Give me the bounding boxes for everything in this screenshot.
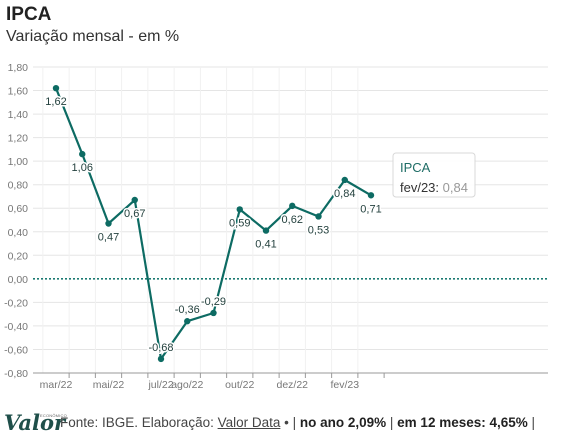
x-tick-label: fev/23 <box>330 379 359 391</box>
y-tick-label: 0,60 <box>8 203 29 215</box>
data-point <box>210 309 217 317</box>
y-tick-label: 0,40 <box>8 227 29 239</box>
data-point <box>262 227 270 234</box>
separator: | <box>386 415 398 430</box>
y-tick-label: 1,60 <box>8 86 29 98</box>
tooltip-label: fev/23: <box>400 180 443 195</box>
data-label: 0,71 <box>360 203 381 215</box>
chart-subtitle: Variação mensal - em % <box>6 28 180 45</box>
year-to-date: no ano 2,09% <box>299 415 387 430</box>
data-label: 0,53 <box>308 224 329 236</box>
source-prefix: Fonte: IBGE. Elaboração: <box>60 415 218 430</box>
source-link[interactable]: Valor Data <box>217 415 281 430</box>
x-tick-label: out/22 <box>225 379 254 391</box>
data-point <box>157 355 165 363</box>
data-point <box>105 220 112 227</box>
data-point <box>289 202 296 210</box>
data-point <box>236 206 243 213</box>
tooltip-value: 0,84 <box>443 180 468 195</box>
x-tick-label: dez/22 <box>276 379 308 391</box>
data-label: 0,41 <box>255 239 276 251</box>
data-label: 0,62 <box>282 214 303 226</box>
y-tick-label: 1,20 <box>8 133 29 145</box>
data-label: -0,68 <box>148 342 173 354</box>
tooltip-box <box>392 152 476 198</box>
y-tick-label: 1,80 <box>8 62 29 74</box>
y-tick-label: 0,80 <box>8 180 29 192</box>
y-tick-label: -0,60 <box>4 344 28 356</box>
y-tick-label: 1,40 <box>8 109 29 121</box>
tooltip-body: fev/23: 0,84 <box>400 180 468 195</box>
data-point <box>315 213 322 220</box>
x-tick-label: mar/22 <box>40 379 73 391</box>
y-tick-label: -0,40 <box>4 321 28 333</box>
data-point <box>79 150 86 158</box>
data-label: -0,36 <box>175 304 200 316</box>
data-label: 1,06 <box>72 162 93 174</box>
chart-title: IPCA <box>6 4 52 25</box>
data-label: 0,67 <box>124 208 145 220</box>
data-label: 0,59 <box>229 217 250 229</box>
y-tick-label: 0,00 <box>8 274 29 286</box>
footer: Valor ECONÔMICO Fonte: IBGE. Elaboração:… <box>0 410 577 438</box>
footer-text: Fonte: IBGE. Elaboração: Valor Data • | … <box>60 415 535 430</box>
data-label: -0,29 <box>201 296 226 308</box>
data-point <box>184 318 191 325</box>
x-tick-label: ago/22 <box>171 379 203 391</box>
data-point <box>52 84 60 92</box>
data-label: 1,62 <box>45 96 66 108</box>
y-tick-label: -0,20 <box>4 297 28 309</box>
x-tick-label: mai/22 <box>93 379 125 391</box>
y-tick-label: 0,20 <box>8 250 29 262</box>
tooltip: IPCA fev/23: 0,84 <box>392 152 476 198</box>
twelve-months: em 12 meses: 4,65% <box>397 415 528 430</box>
data-point <box>367 192 375 199</box>
separator: • | <box>280 415 300 430</box>
data-label: 0,84 <box>334 188 355 200</box>
tooltip-title: IPCA <box>400 160 431 175</box>
valor-logo-tag: ECONÔMICO <box>40 413 67 418</box>
x-tick-label: jul/22 <box>147 379 173 391</box>
data-point <box>341 176 348 184</box>
y-tick-label: 1,00 <box>8 156 29 168</box>
data-point <box>131 196 138 204</box>
data-label: 0,47 <box>98 232 119 244</box>
separator: | <box>527 415 536 430</box>
y-tick-label: -0,80 <box>4 368 28 380</box>
valor-logo: Valor <box>4 410 66 435</box>
